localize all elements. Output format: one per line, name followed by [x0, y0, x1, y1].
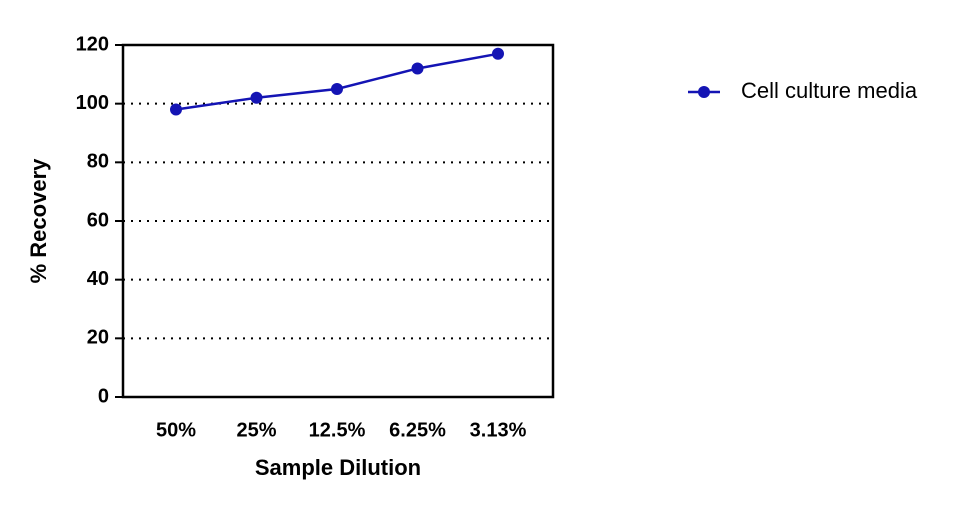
legend-label: Cell culture media	[741, 78, 918, 103]
x-tick-label: 12.5%	[309, 419, 366, 441]
y-tick-label: 0	[98, 385, 109, 407]
plot-frame	[121, 43, 555, 399]
legend-marker	[698, 86, 710, 98]
y-tick-label: 100	[76, 92, 109, 114]
x-tick-label: 3.13%	[470, 419, 527, 441]
y-tick-label: 40	[87, 268, 109, 290]
data-point	[411, 62, 424, 75]
y-axis-title: % Recovery	[26, 158, 51, 284]
x-tick-label: 6.25%	[389, 419, 446, 441]
y-tick-label: 20	[87, 327, 109, 349]
series-line	[175, 52, 499, 111]
y-tick-label: 60	[87, 209, 109, 231]
data-point	[492, 47, 504, 60]
x-tick-label: 50%	[156, 419, 196, 441]
y-tick-label: 120	[76, 33, 109, 55]
y-tick-label: 80	[87, 151, 109, 173]
data-point	[331, 83, 343, 95]
x-axis-title: Sample Dilution	[255, 455, 421, 480]
x-tick-label: 25%	[236, 419, 276, 441]
data-point	[250, 91, 263, 104]
data-point	[170, 103, 182, 116]
